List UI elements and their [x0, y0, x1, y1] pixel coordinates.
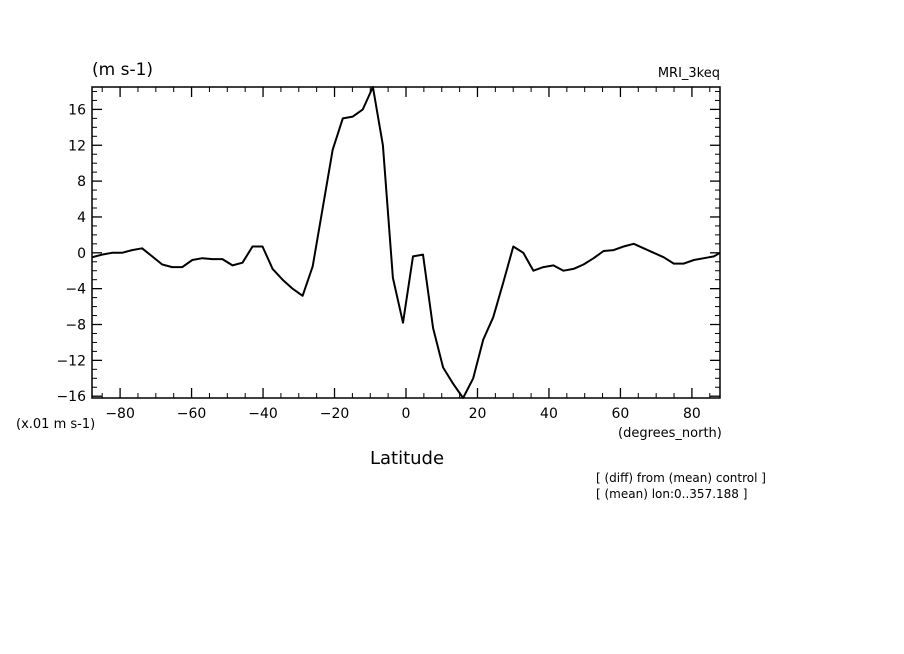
x-tick-label: −20: [320, 406, 350, 422]
y-tick-label: −4: [65, 282, 86, 298]
x-tick-label: 0: [402, 406, 411, 422]
y-tick-label: −12: [56, 353, 86, 369]
y-tick-label: 4: [77, 210, 86, 226]
plot-frame: [91, 86, 721, 399]
note-line-2: [ (mean) lon:0..357.188 ]: [596, 487, 747, 501]
x-minor-ticks: [101, 87, 711, 398]
x-tick-label: 80: [683, 406, 701, 422]
model-label: MRI_3keq: [658, 66, 720, 81]
x-tick-label: −40: [248, 406, 278, 422]
y-tick-label: 16: [68, 102, 86, 118]
y-tick-label: −8: [65, 318, 86, 334]
x-tick-label: 20: [469, 406, 487, 422]
x-tick-label: −80: [105, 406, 135, 422]
y-tick-label: 12: [68, 138, 86, 154]
x-tick-label: −60: [177, 406, 207, 422]
unit-label: (m s-1): [92, 60, 153, 80]
x-units-label: (degrees_north): [618, 426, 722, 441]
data-series-line: [91, 86, 721, 399]
y-axis-ticks: 16 12 8 4 0 −4 −8 −12 −16: [56, 102, 720, 405]
y-tick-label: 8: [77, 174, 86, 190]
y-tick-label: −16: [56, 389, 86, 405]
x-axis-ticks: −80 −60 −40 −20 0 20 40 60 80: [105, 87, 701, 422]
x-axis-title: Latitude: [370, 448, 444, 469]
x-tick-label: 60: [612, 406, 630, 422]
scale-label: (x.01 m s-1): [16, 417, 95, 432]
y-minor-ticks: [92, 90, 720, 388]
note-line-1: [ (diff) from (mean) control ]: [596, 471, 766, 485]
x-tick-label: 40: [540, 406, 558, 422]
y-tick-label: 0: [77, 246, 86, 262]
